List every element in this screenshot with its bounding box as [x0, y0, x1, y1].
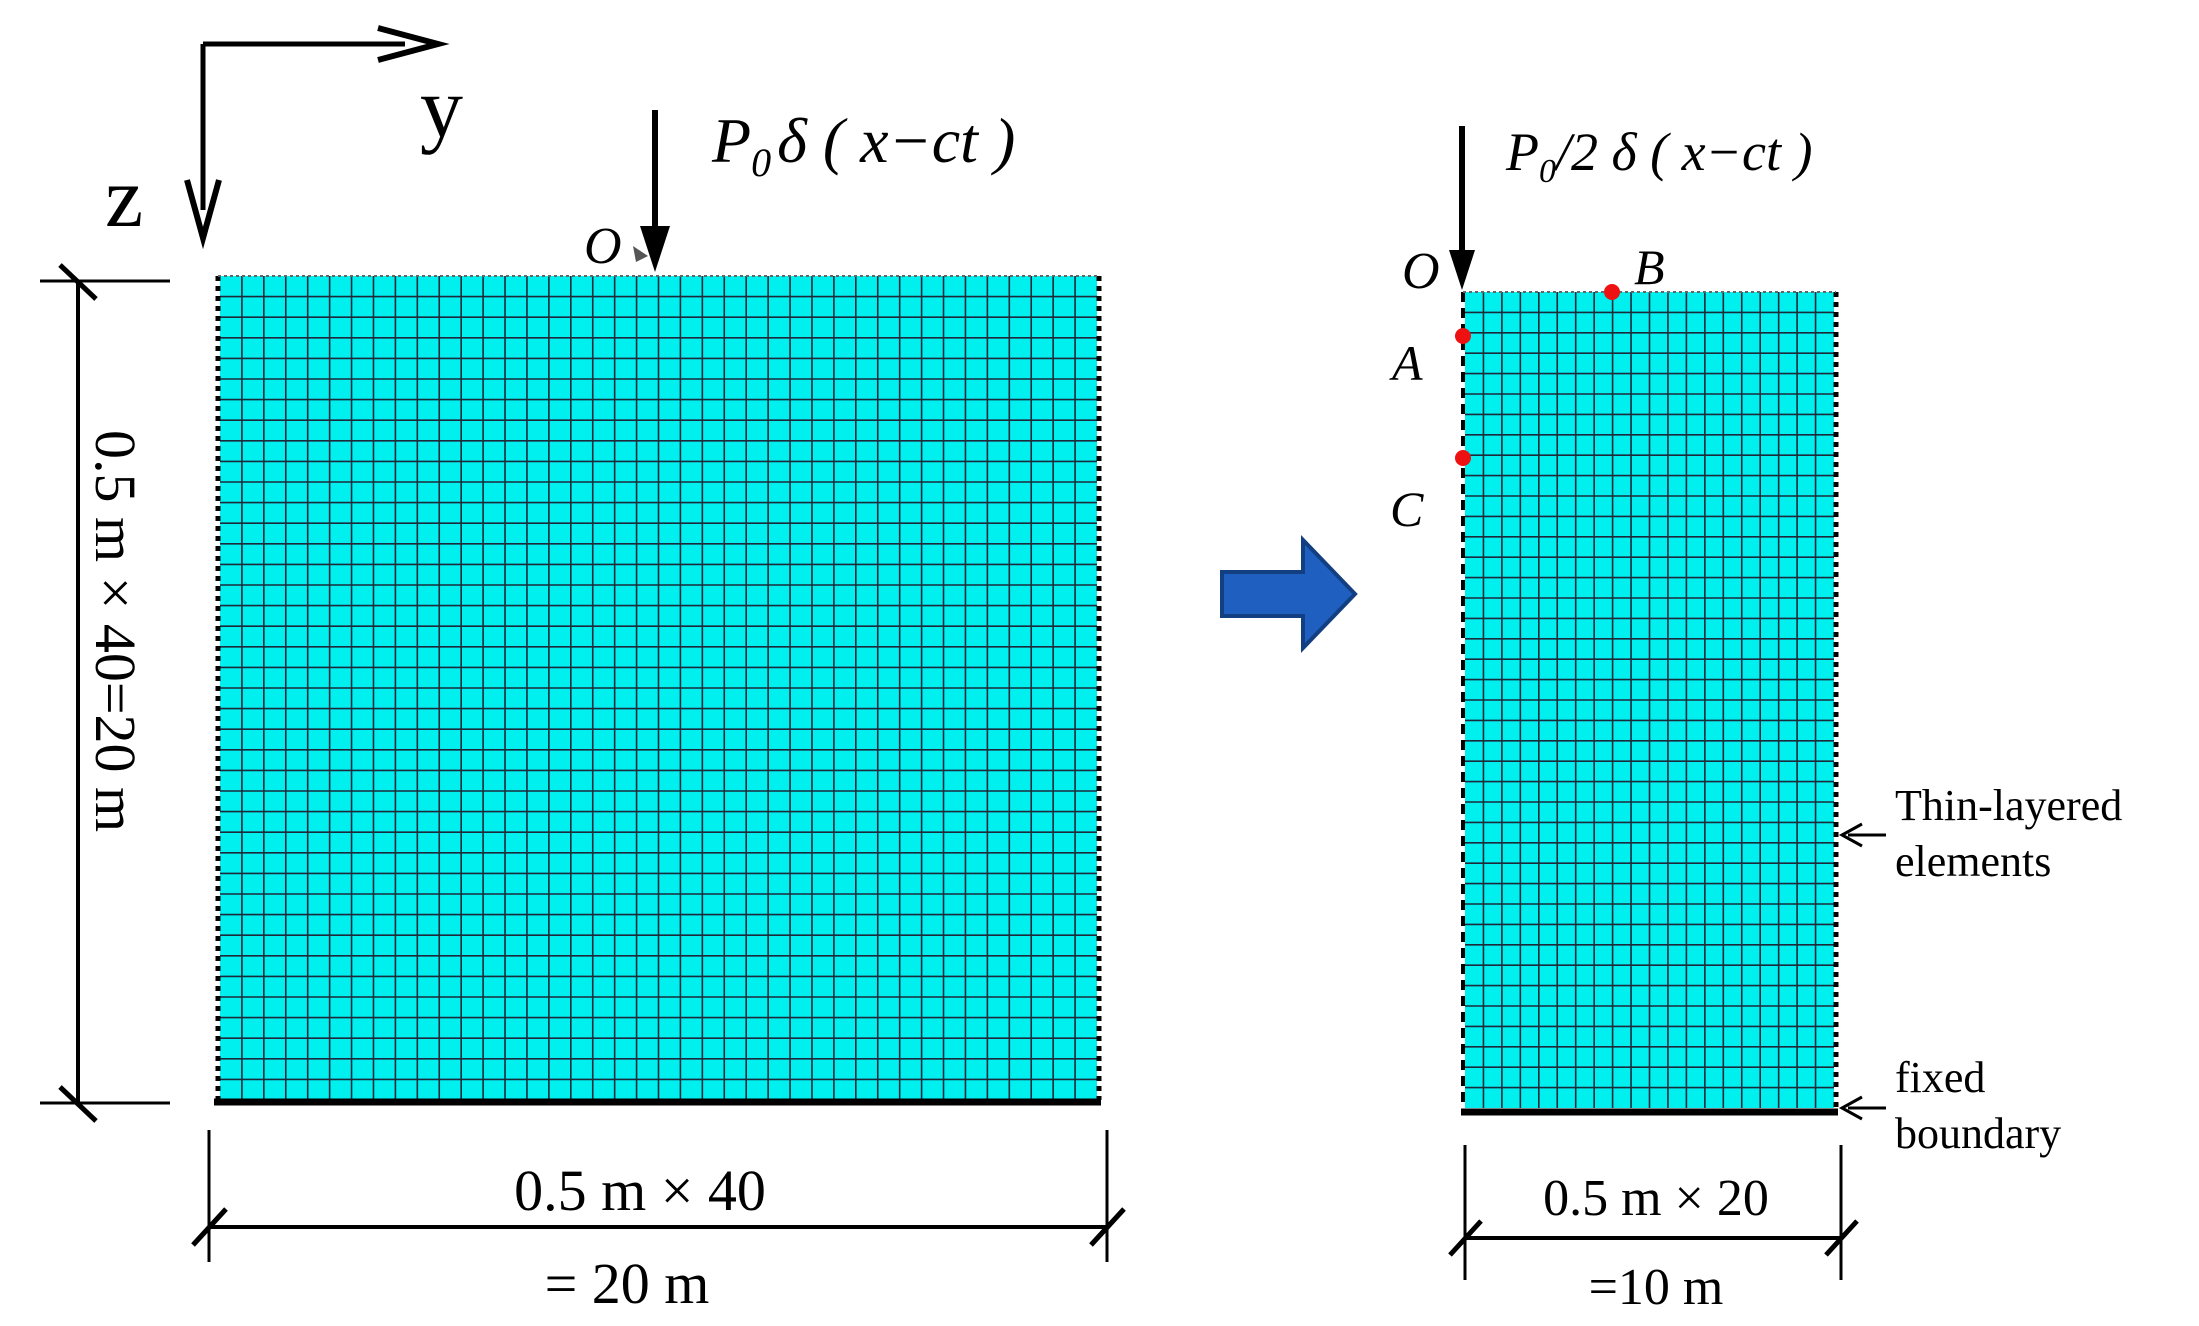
point-a-marker [1455, 328, 1471, 344]
left-height-dimension: 0.5 m × 40=20 m [40, 263, 170, 1123]
point-c-label: C [1390, 481, 1424, 537]
left-load-label: P0δ ( x−ct ) [711, 105, 1015, 185]
y-axis-label: y [420, 59, 463, 155]
right-load-label: P0/2 δ ( x−ct ) [1505, 122, 1812, 190]
left-origin-label: O [584, 218, 622, 275]
point-c-marker [1455, 450, 1471, 466]
thin-layer-label-line2: elements [1895, 837, 2051, 886]
right-arrow-icon [1220, 535, 1358, 653]
left-model: P0δ ( x−ct ) O 0.5 m × 40=20 m 0.5 [40, 105, 1126, 1316]
point-b-label: B [1634, 239, 1665, 295]
z-axis-arrowhead-icon [184, 179, 222, 250]
right-width-label-line2: =10 m [1589, 1259, 1724, 1316]
point-b-marker [1604, 284, 1620, 300]
right-load-arrowhead-icon [1449, 250, 1475, 290]
point-a-label: A [1389, 335, 1423, 391]
left-origin-pointer-icon [633, 246, 648, 262]
fixed-label-line2: boundary [1895, 1109, 2061, 1158]
left-width-label-line1: 0.5 m × 40 [514, 1158, 766, 1223]
thin-layer-arrowhead-icon [1838, 822, 1863, 848]
left-width-dimension: 0.5 m × 40 = 20 m [191, 1130, 1126, 1316]
left-load-arrowhead-icon [640, 226, 670, 272]
coordinate-axes: y z [105, 25, 463, 250]
left-mesh [220, 276, 1097, 1100]
fixed-label-line1: fixed [1895, 1053, 1985, 1102]
left-height-label: 0.5 m × 40=20 m [83, 430, 148, 832]
right-mesh [1465, 292, 1834, 1108]
left-width-label-line2: = 20 m [545, 1251, 710, 1316]
right-width-dimension: 0.5 m × 20 =10 m [1448, 1145, 1859, 1316]
right-origin-label: O [1402, 243, 1440, 300]
z-axis-label: z [105, 149, 143, 245]
thin-layer-label-line1: Thin-layered [1895, 781, 2122, 830]
y-axis-arrowhead-icon [377, 25, 450, 63]
right-width-label-line1: 0.5 m × 20 [1543, 1170, 1769, 1227]
right-model: P0/2 δ ( x−ct ) O A B C Thin-layered ele… [1389, 122, 2122, 1316]
fixed-boundary-arrowhead-icon [1838, 1095, 1863, 1121]
